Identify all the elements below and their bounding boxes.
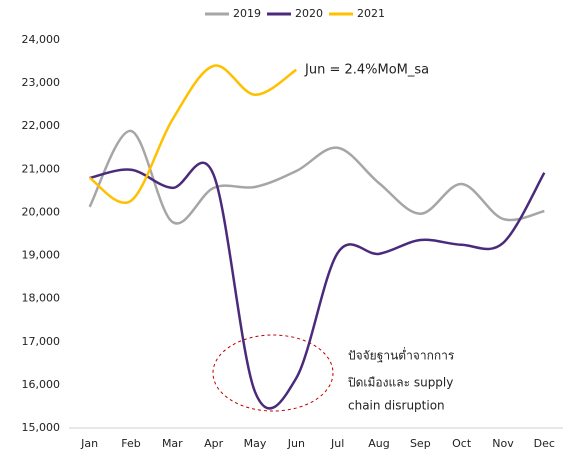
legend-label: 2019 <box>233 7 261 20</box>
y-tick-label: 17,000 <box>22 335 61 348</box>
annotation: ปิดเมืองและ supply <box>347 376 453 390</box>
y-tick-label: 21,000 <box>22 162 61 175</box>
x-tick-label: Sep <box>410 437 431 450</box>
x-tick-label: Jun <box>287 437 305 450</box>
annotation: ปัจจัยฐานต่ำจากการ <box>348 347 455 363</box>
x-tick-label: Jan <box>80 437 98 450</box>
legend-label: 2021 <box>357 7 385 20</box>
annotation: Jun = 2.4%MoM_sa <box>304 63 429 78</box>
y-tick-label: 20,000 <box>22 205 61 218</box>
y-tick-label: 24,000 <box>22 33 61 46</box>
x-tick-label: Jul <box>330 437 344 450</box>
y-tick-label: 15,000 <box>22 421 61 434</box>
line-series <box>88 64 298 204</box>
y-tick-label: 19,000 <box>22 249 61 262</box>
y-tick-label: 22,000 <box>22 119 61 132</box>
x-tick-label: Apr <box>204 437 224 450</box>
line-series <box>89 161 546 410</box>
x-tick-label: Nov <box>492 437 514 450</box>
x-tick-label: May <box>244 437 267 450</box>
x-tick-label: Feb <box>121 437 140 450</box>
legend-label: 2020 <box>295 7 323 20</box>
y-tick-label: 18,000 <box>22 292 61 305</box>
x-tick-label: Mar <box>162 437 183 450</box>
annotation: chain disruption <box>348 399 445 413</box>
x-tick-label: Dec <box>534 437 555 450</box>
y-tick-label: 16,000 <box>22 378 61 391</box>
y-tick-label: 23,000 <box>22 76 61 89</box>
highlight-ellipse <box>212 334 334 412</box>
x-tick-label: Oct <box>452 437 472 450</box>
line-series <box>88 129 545 225</box>
x-tick-label: Aug <box>368 437 389 450</box>
